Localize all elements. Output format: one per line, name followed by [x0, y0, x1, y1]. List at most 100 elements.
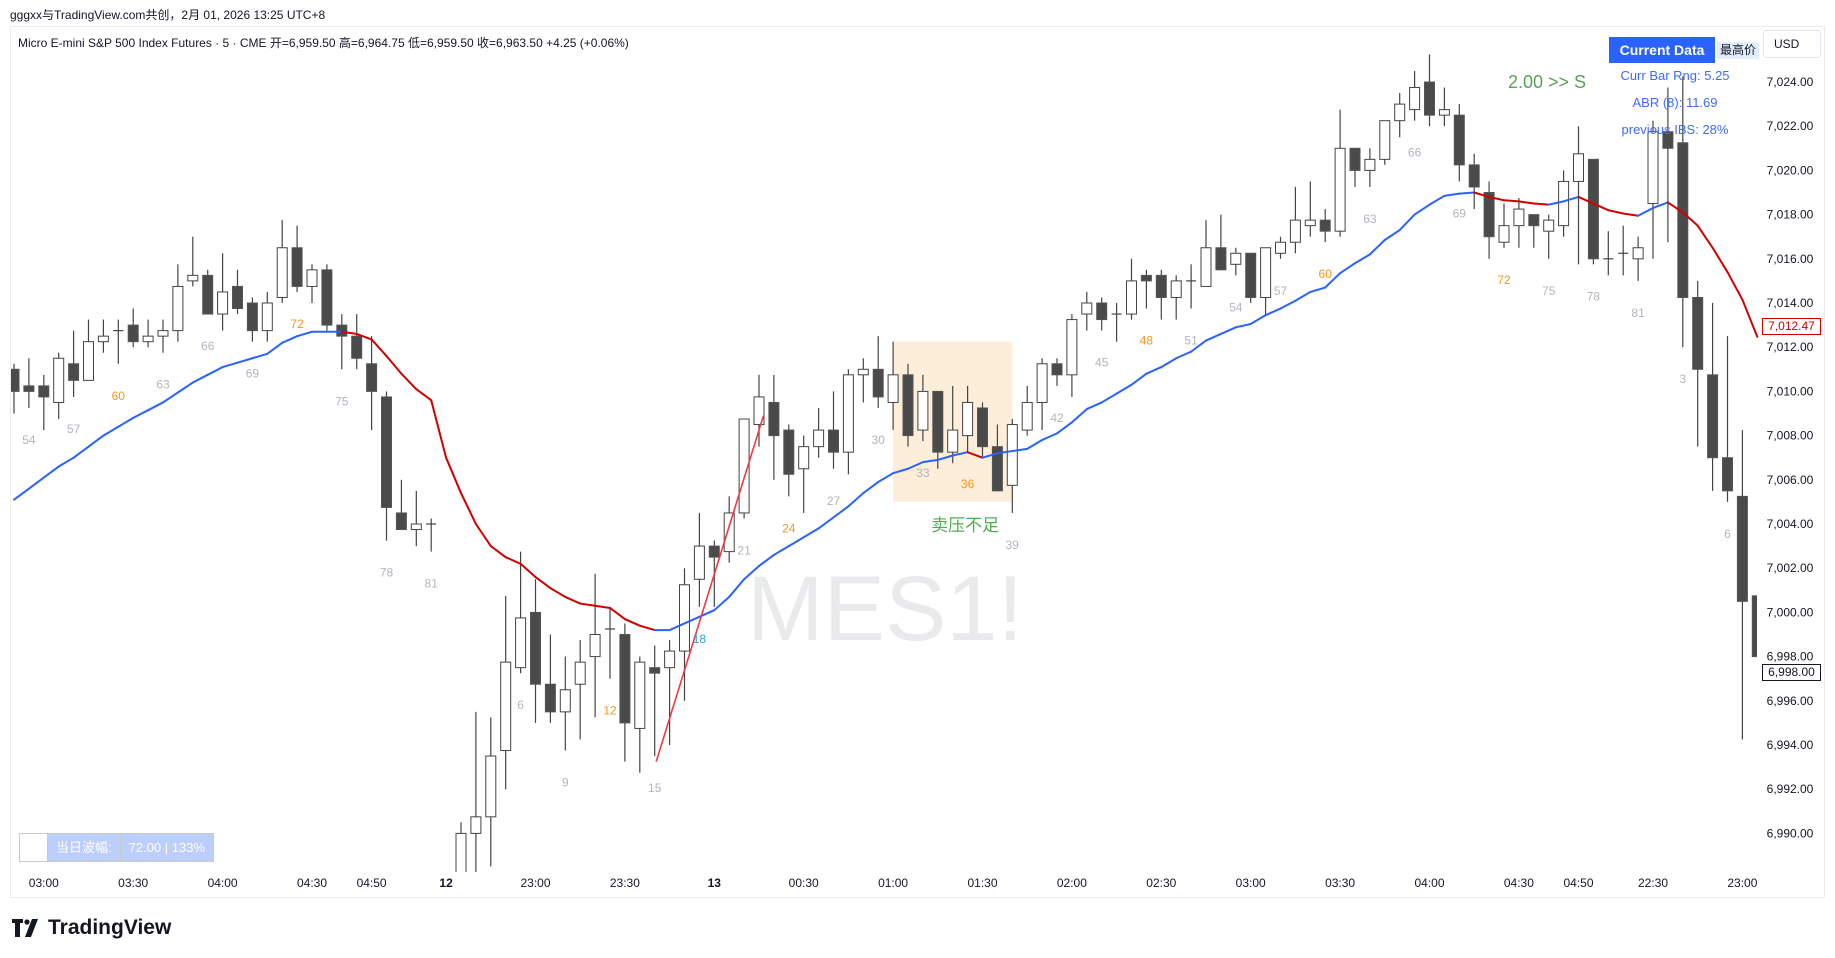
- candle-body: [1573, 153, 1584, 182]
- ma-segment: [892, 467, 909, 475]
- bar-count-label: 75: [1542, 284, 1556, 298]
- ma-segment: [1547, 200, 1565, 206]
- candle: [1647, 120, 1659, 259]
- tradingview-logo[interactable]: TradingView: [12, 916, 171, 940]
- candle-body: [246, 302, 258, 332]
- ma-segment: [787, 536, 805, 548]
- candle-body: [1394, 103, 1406, 122]
- ma-segment: [772, 545, 790, 556]
- candle: [113, 319, 124, 364]
- ma-segment: [415, 388, 433, 402]
- ma-segment: [1100, 392, 1118, 404]
- ma-segment: [236, 357, 254, 364]
- trend-line: [655, 415, 765, 762]
- candle: [1349, 147, 1361, 187]
- ma-segment: [1473, 191, 1491, 198]
- candle-body: [97, 335, 109, 343]
- candle: [962, 385, 974, 453]
- candle-body: [1424, 81, 1435, 116]
- curr-bar-range: Curr Bar Rng: 5.25: [1620, 68, 1730, 83]
- candle-body: [38, 385, 50, 398]
- bar-count-label: 24: [782, 521, 796, 535]
- price-tick-label: 7,012.00: [1767, 340, 1814, 354]
- candle: [1543, 214, 1555, 259]
- candle-body: [1498, 225, 1510, 243]
- ma-segment: [1622, 212, 1640, 217]
- ma-segment: [385, 355, 403, 375]
- ma-segment: [132, 409, 150, 419]
- candle: [1468, 153, 1480, 210]
- ma-segment: [1428, 194, 1446, 206]
- ma-segment: [728, 578, 746, 598]
- signal-text: 2.00 >> S: [1508, 72, 1587, 92]
- candle: [1036, 358, 1048, 431]
- candle: [828, 391, 839, 469]
- currency-button[interactable]: USD: [1763, 30, 1821, 58]
- ma-segment: [504, 556, 522, 565]
- bar-count-label: 54: [1229, 300, 1243, 314]
- ma-segment: [42, 465, 60, 479]
- bar-count-label: 12: [603, 704, 617, 718]
- candle: [857, 358, 869, 403]
- candle: [887, 341, 899, 431]
- candle-body: [1126, 280, 1137, 315]
- candle: [1573, 126, 1584, 265]
- candle: [1558, 170, 1570, 237]
- candle-body: [1438, 109, 1450, 116]
- candle: [738, 418, 750, 519]
- candle: [842, 369, 854, 475]
- ma-segment: [117, 416, 135, 428]
- bar-count-label: 39: [1006, 538, 1020, 552]
- ma-segment: [1398, 213, 1416, 232]
- candle: [1140, 269, 1152, 309]
- candle-body: [410, 523, 422, 531]
- last-price-tag: 6,998.00: [1762, 664, 1821, 681]
- candle-body: [276, 247, 288, 298]
- ma-segment: [1741, 298, 1759, 338]
- ma-segment: [355, 332, 373, 341]
- brand-name: TradingView: [48, 916, 172, 939]
- candle-body: [1006, 424, 1018, 486]
- candle: [1170, 275, 1182, 320]
- time-tick-label: 03:00: [29, 876, 59, 890]
- candle: [1245, 252, 1257, 303]
- time-tick-label: 12: [439, 876, 453, 890]
- candle: [605, 606, 615, 679]
- candle: [1289, 186, 1301, 254]
- candle-body: [53, 357, 65, 403]
- bar-count-label: 69: [1453, 206, 1467, 220]
- price-tick-label: 6,994.00: [1767, 738, 1814, 752]
- candle: [1692, 280, 1704, 447]
- candle-body: [991, 446, 1003, 492]
- ma-segment: [340, 330, 358, 335]
- candle-body: [1260, 247, 1272, 298]
- ma-segment: [564, 595, 582, 605]
- bar-count-label: 63: [156, 378, 170, 392]
- candle-body: [1751, 595, 1757, 658]
- candle-body: [1558, 180, 1570, 227]
- candle-body: [798, 446, 810, 470]
- candle: [544, 634, 556, 723]
- ma-segment: [1577, 195, 1595, 205]
- candle: [1662, 87, 1674, 243]
- candle-body: [1722, 457, 1733, 492]
- candle: [291, 225, 303, 292]
- bar-count-label: 45: [1095, 356, 1109, 370]
- candle-body: [1334, 147, 1346, 232]
- time-tick-label: 01:00: [878, 876, 908, 890]
- price-tick-label: 7,024.00: [1767, 75, 1814, 89]
- candle: [1618, 225, 1629, 276]
- ma-segment: [1056, 421, 1073, 435]
- symbol-legend[interactable]: Micro E-mini S&P 500 Index Futures · 5 ·…: [18, 36, 629, 50]
- candle: [1394, 93, 1406, 138]
- candle-body: [23, 385, 35, 392]
- candle: [1334, 109, 1346, 237]
- price-tick-label: 7,006.00: [1767, 473, 1814, 487]
- chart-frame: [10, 26, 1825, 898]
- candle-body: [470, 816, 482, 834]
- tradingview-logo-icon: [12, 919, 38, 937]
- ma-segment: [191, 373, 209, 384]
- ma-segment: [1115, 383, 1133, 395]
- bar-count-label: 63: [1363, 212, 1377, 226]
